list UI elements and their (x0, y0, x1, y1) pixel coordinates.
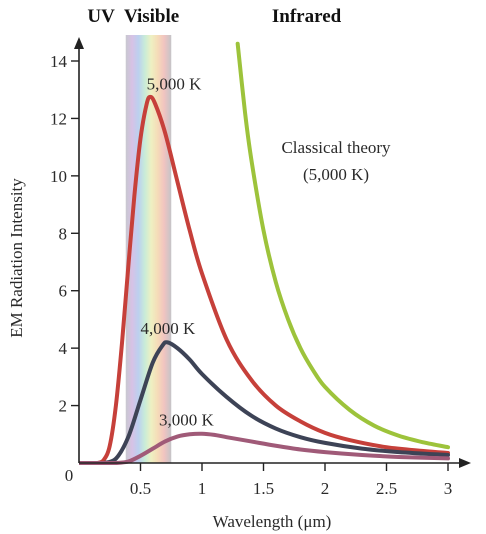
series-labels: 5,000 K 4,000 K 3,000 K Classical theory (5,… (141, 75, 392, 430)
x-axis-arrow (459, 458, 471, 468)
curve-3 (79, 431, 450, 465)
y-tick-label: 14 (50, 52, 68, 71)
y-tick-label: 12 (50, 109, 67, 128)
x-axis-title: Wavelength (μm) (213, 512, 332, 531)
y-tick-label: 4 (59, 339, 68, 358)
x-tick-label: 1.5 (253, 479, 274, 498)
curve-4 (235, 41, 450, 450)
y-axis-arrow (74, 37, 84, 49)
x-tick-label: 1 (198, 479, 207, 498)
x-tick-label: 3 (444, 479, 453, 498)
band-label-infrared: Infrared (272, 6, 342, 27)
y-tick-label: 8 (59, 224, 68, 243)
curves (79, 41, 450, 465)
y-tick-label: 10 (50, 167, 67, 186)
series-label-1: 5,000 K (147, 75, 203, 94)
band-labels: UV Visible Infrared (87, 6, 341, 27)
x-tick-label: 2 (321, 479, 330, 498)
y-tick-label: 6 (59, 282, 68, 301)
series-label-4: Classical theory (5,000 K) (281, 138, 391, 184)
y-tick-label: 2 (59, 397, 68, 416)
origin-tick-label: 0 (65, 466, 74, 485)
curve-2 (79, 340, 450, 465)
x-tick-label: 2.5 (376, 479, 397, 498)
series-label-3: 3,000 K (159, 411, 215, 430)
band-label-uv: UV (87, 6, 115, 27)
band-label-visible: Visible (124, 6, 179, 27)
x-tick-label: 0.5 (130, 479, 151, 498)
visible-spectrum-band (125, 35, 172, 463)
x-ticks: 0.5 1 1.5 2 2.5 3 (130, 463, 452, 498)
y-ticks: 2 4 6 8 10 12 14 (50, 52, 79, 416)
curve-1 (79, 94, 450, 465)
series-label-2: 4,000 K (141, 319, 197, 338)
y-axis-title: EM Radiation Intensity (7, 178, 26, 338)
